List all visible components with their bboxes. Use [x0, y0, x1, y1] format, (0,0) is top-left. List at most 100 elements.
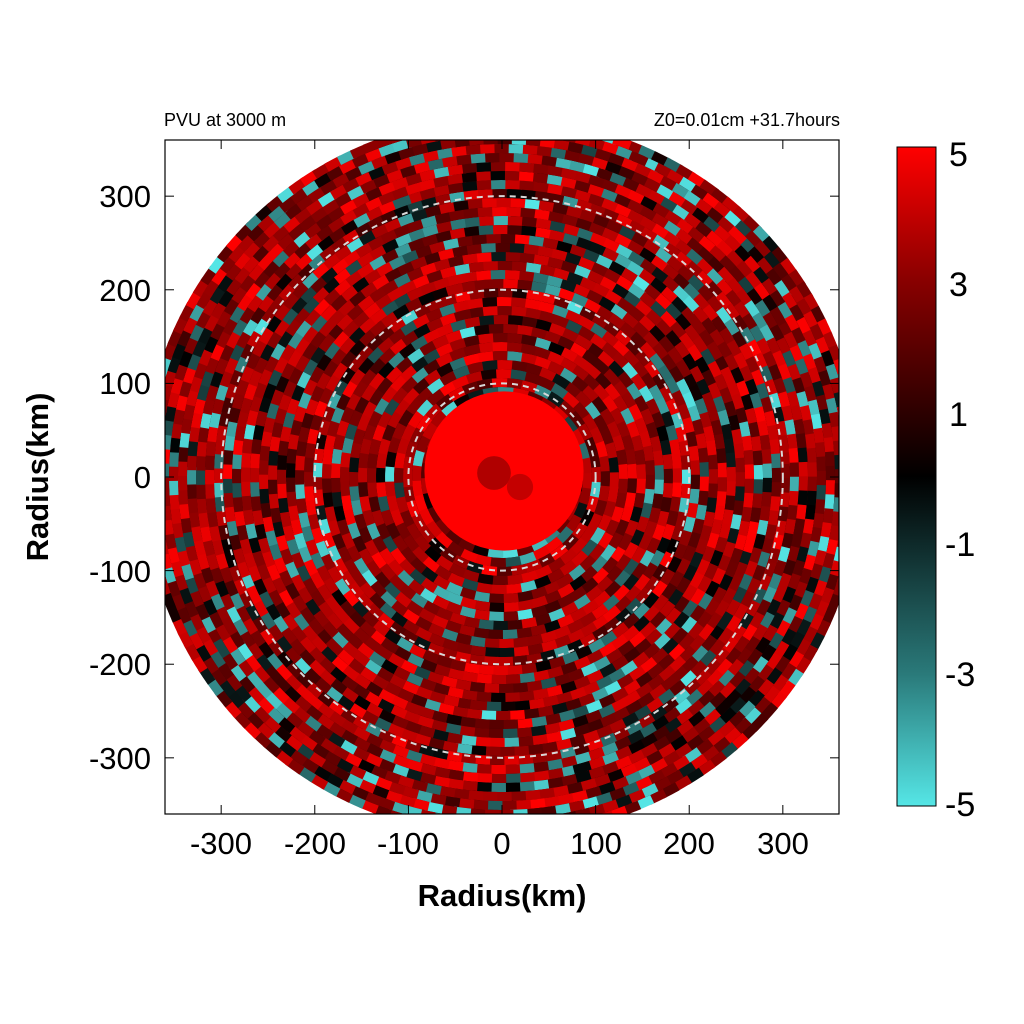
pv-cell [377, 336, 396, 354]
pv-cell [669, 496, 681, 514]
pv-cell [497, 746, 515, 757]
pv-cell [553, 634, 572, 649]
pv-cell [434, 211, 454, 225]
pv-cell [178, 458, 188, 476]
pv-cell [457, 725, 476, 737]
pv-cell [385, 450, 397, 468]
pv-cell [473, 590, 490, 603]
pv-cell [467, 198, 486, 210]
pv-cell [169, 434, 181, 453]
pv-cell [675, 558, 691, 577]
pv-cell [640, 502, 653, 520]
pv-cell [565, 319, 584, 335]
pv-cell [448, 128, 467, 139]
pv-cell [505, 665, 523, 675]
pv-cell [171, 519, 184, 539]
pv-cell [516, 608, 534, 621]
pv-cell [694, 356, 711, 376]
pv-cell [343, 557, 359, 576]
pv-cell [502, 782, 521, 792]
pv-cell [449, 191, 468, 203]
pv-cell [418, 291, 437, 306]
pv-cell [706, 440, 717, 458]
pv-cell [543, 590, 562, 605]
pv-cell [295, 482, 306, 500]
pv-cell [232, 494, 244, 513]
pv-cell [316, 371, 332, 390]
pv-cell [394, 481, 405, 499]
pv-cell [604, 648, 623, 665]
pv-cell [586, 756, 606, 771]
pv-cell [467, 361, 485, 374]
pv-cell [756, 382, 770, 402]
pv-cell [726, 379, 741, 399]
pv-cell [665, 398, 681, 417]
pv-cell [511, 360, 529, 372]
pv-cell [268, 448, 279, 466]
pv-cell [497, 638, 514, 648]
pv-cell [726, 527, 740, 547]
pv-cell [549, 220, 568, 234]
pv-cell [449, 227, 468, 240]
pv-cell [402, 700, 422, 715]
pv-cell [324, 433, 337, 451]
pv-cell [660, 496, 672, 515]
pv-cell [233, 437, 244, 456]
pv-cell [352, 426, 366, 445]
pv-cell [274, 405, 288, 425]
pv-cell [394, 398, 411, 416]
pv-cell [406, 266, 426, 282]
pv-cell [465, 790, 484, 801]
pv-cell [455, 825, 474, 836]
pv-cell [416, 398, 434, 417]
pv-cell [488, 764, 506, 775]
pv-cell [246, 585, 262, 605]
pv-cell [394, 242, 414, 258]
pv-cell [200, 564, 214, 584]
pv-cell [379, 589, 398, 608]
pv-cell [713, 505, 726, 523]
pv-cell [366, 466, 377, 483]
pv-cell [490, 171, 508, 181]
pv-cell [491, 180, 509, 190]
pv-cell [378, 546, 395, 565]
pv-cell [418, 587, 437, 604]
pv-cell [232, 466, 242, 484]
pv-cell [575, 217, 595, 232]
pv-cell [482, 638, 500, 648]
pv-cell [378, 562, 396, 581]
x-tick-label-300: 300 [757, 826, 809, 861]
pv-cell [564, 252, 584, 267]
pv-cell [367, 409, 383, 428]
pv-cell [150, 549, 163, 568]
pv-cell [615, 492, 627, 510]
pv-cell [744, 478, 754, 496]
pv-cell [435, 352, 454, 368]
pv-cell [173, 406, 186, 425]
pv-cell [446, 667, 465, 681]
pv-cell [804, 504, 816, 523]
pv-cell [427, 536, 446, 554]
pv-cell [232, 545, 246, 565]
pv-cell [465, 370, 484, 384]
pv-cell [717, 409, 731, 428]
pv-cell [477, 619, 494, 630]
pv-cell [570, 342, 589, 359]
pv-cell [321, 462, 332, 479]
pv-cell [502, 117, 520, 127]
pv-cell [583, 709, 603, 725]
pv-cell [459, 326, 477, 339]
pv-cell [408, 237, 427, 252]
pv-cell [447, 562, 466, 578]
pv-cell [574, 189, 594, 204]
pv-cell [710, 518, 723, 537]
pv-cell [659, 568, 676, 588]
pv-cell [432, 574, 451, 590]
pv-cell [531, 281, 549, 294]
pv-cell [459, 762, 478, 773]
pv-cell [408, 693, 428, 708]
pv-cell [761, 491, 772, 510]
pv-cell [169, 448, 180, 467]
pv-cell [650, 435, 662, 454]
pv-cell [167, 544, 180, 564]
